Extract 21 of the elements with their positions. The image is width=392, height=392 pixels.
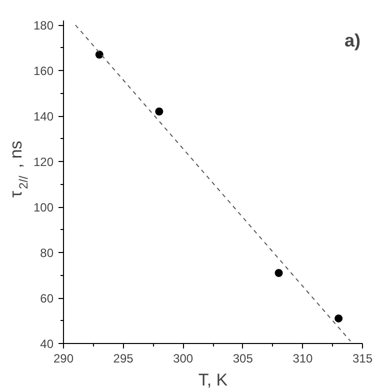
point bbox=[95, 50, 104, 59]
point bbox=[274, 268, 283, 277]
x-tick-label: 295 bbox=[113, 352, 134, 366]
x-tick-label: 305 bbox=[232, 352, 254, 366]
x-tick-label: 315 bbox=[352, 352, 373, 366]
y-axis-title: τ2//, ns bbox=[6, 140, 30, 198]
y-tick-label: 60 bbox=[40, 292, 54, 306]
x-tick-label: 290 bbox=[53, 352, 74, 366]
y-tick-label: 180 bbox=[33, 18, 54, 33]
point bbox=[155, 107, 164, 116]
x-axis-title: T, K bbox=[198, 370, 228, 390]
annotation: a) bbox=[344, 30, 361, 50]
y-tick-label: 120 bbox=[33, 155, 54, 170]
y-tick-label: 140 bbox=[33, 110, 54, 124]
x-tick-label: 310 bbox=[292, 352, 314, 366]
x-tick-label: 300 bbox=[173, 352, 194, 366]
y-tick-label: 160 bbox=[33, 64, 54, 78]
y-tick-label: 40 bbox=[40, 337, 54, 351]
y-tick-label: 80 bbox=[40, 246, 54, 260]
point bbox=[334, 314, 343, 322]
y-tick-label: 100 bbox=[33, 200, 54, 215]
